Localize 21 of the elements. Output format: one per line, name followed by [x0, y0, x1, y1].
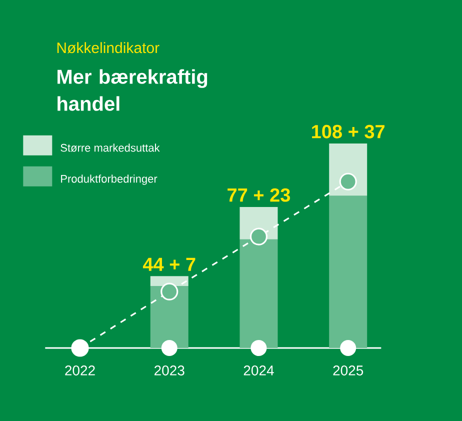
annotation: + [254, 190, 264, 200]
point [339, 172, 357, 190]
data-label: 77 [228, 188, 248, 202]
annotation: + [348, 127, 358, 137]
data-label: 7 [186, 258, 196, 271]
data-label: 37 [364, 124, 384, 138]
x-tick-label: 2022 [65, 366, 95, 376]
bar [329, 196, 368, 348]
point [160, 282, 178, 300]
text: Mer bærekraftig handel [58, 69, 208, 111]
data-label: 44 [142, 258, 164, 271]
text: Nøkkelindikator [57, 42, 160, 54]
x-tick-label: 2024 [244, 366, 274, 376]
legend-label: Produktforbedringer [61, 174, 158, 185]
legend-label: Større markedsuttak [60, 144, 160, 152]
annotation: + [170, 260, 180, 270]
x-tick-label: 2023 [154, 366, 184, 376]
data-label: 23 [270, 188, 290, 202]
data-label: 108 [312, 124, 342, 138]
point [250, 228, 268, 246]
x-tick-label: 2025 [333, 366, 364, 376]
